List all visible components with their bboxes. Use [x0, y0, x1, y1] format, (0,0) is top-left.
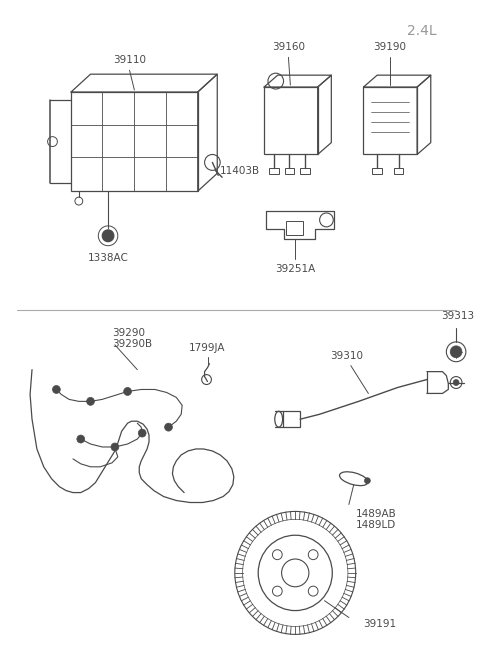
Text: 2.4L: 2.4L — [407, 24, 437, 37]
Circle shape — [111, 443, 119, 451]
Text: 11403B: 11403B — [220, 166, 260, 176]
Circle shape — [124, 388, 132, 396]
Circle shape — [165, 423, 172, 431]
Text: 1799JA: 1799JA — [189, 343, 226, 353]
Bar — [372, 168, 382, 174]
Text: 1489LD: 1489LD — [356, 520, 396, 531]
Circle shape — [450, 346, 462, 358]
Circle shape — [77, 435, 84, 443]
Circle shape — [86, 398, 95, 405]
Text: 39313: 39313 — [442, 311, 475, 321]
Bar — [264, 87, 318, 155]
Text: 39290B: 39290B — [112, 339, 152, 349]
Circle shape — [364, 477, 370, 483]
Bar — [283, 411, 300, 427]
Text: 1338AC: 1338AC — [88, 253, 129, 263]
Text: 39290: 39290 — [112, 328, 145, 338]
Bar — [300, 168, 310, 174]
Circle shape — [138, 429, 146, 437]
Bar — [394, 168, 404, 174]
Circle shape — [52, 386, 60, 394]
Text: 39251A: 39251A — [275, 263, 315, 274]
Circle shape — [102, 230, 114, 242]
Text: 39110: 39110 — [113, 55, 146, 66]
Bar — [269, 168, 279, 174]
Bar — [71, 92, 198, 191]
Text: 39191: 39191 — [363, 620, 396, 629]
Text: 39310: 39310 — [330, 351, 363, 361]
Text: 39160: 39160 — [272, 43, 305, 52]
Text: 39190: 39190 — [373, 43, 406, 52]
Bar — [285, 168, 294, 174]
Bar — [286, 221, 303, 234]
Text: 1489AB: 1489AB — [356, 510, 396, 519]
Bar — [363, 87, 417, 155]
Circle shape — [453, 379, 459, 386]
